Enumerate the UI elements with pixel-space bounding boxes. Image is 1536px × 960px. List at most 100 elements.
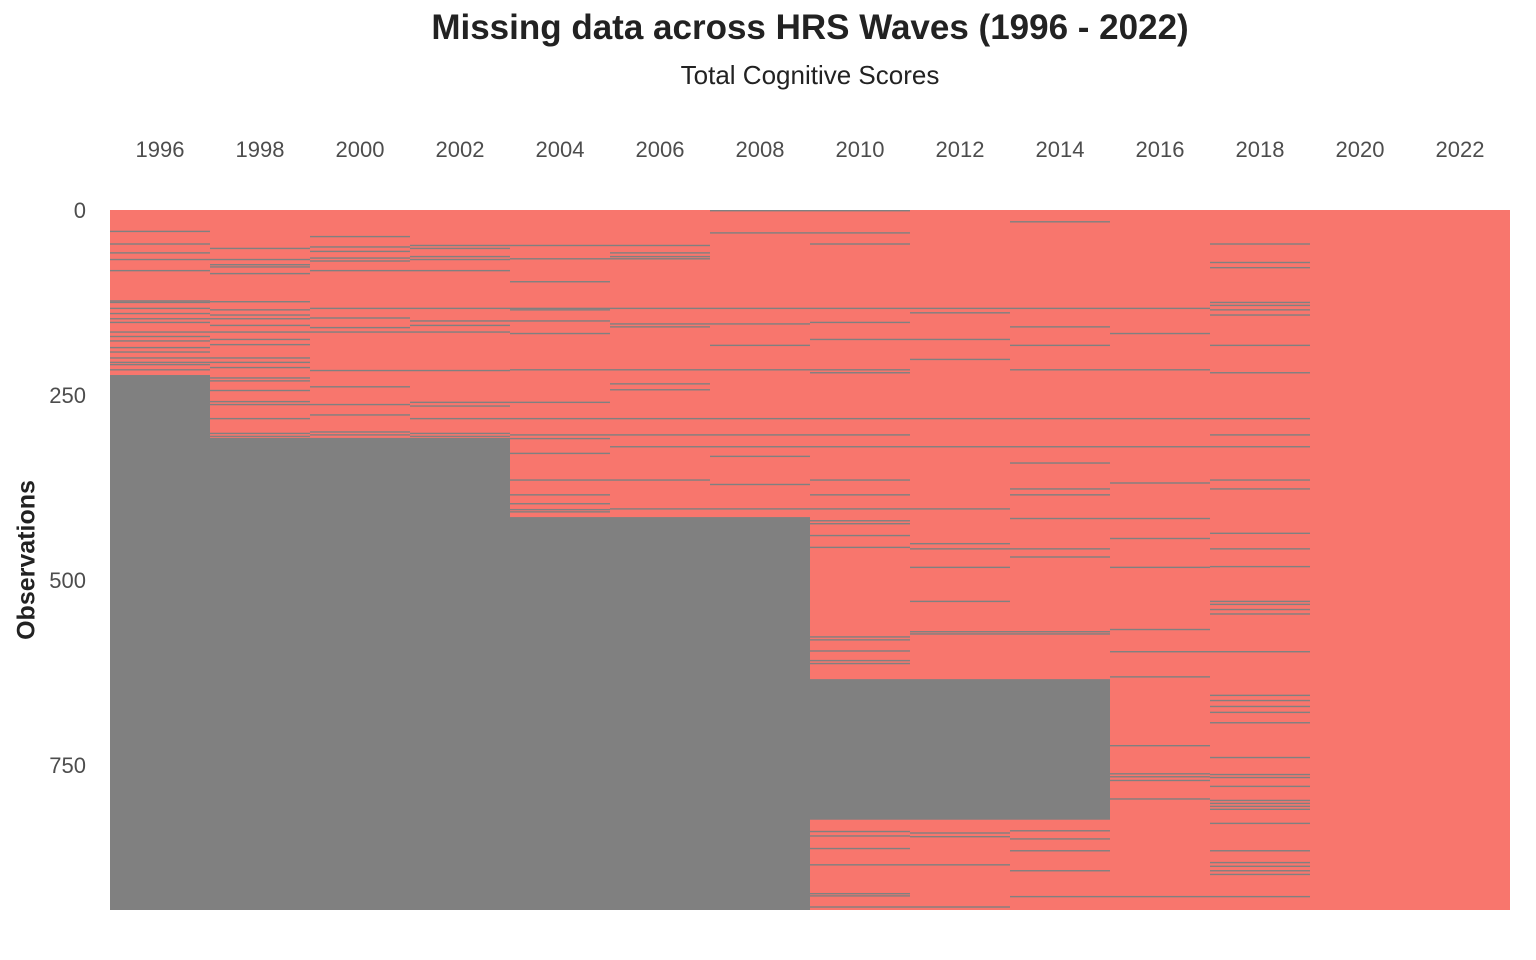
missing-row-2006 (610, 389, 710, 391)
missing-row-2010 (810, 534, 910, 537)
column-2020-present (1310, 210, 1410, 910)
missing-row-2002 (410, 258, 510, 261)
missing-row-2004 (510, 511, 610, 513)
missing-row-2010 (810, 659, 910, 662)
missing-row-2018 (1210, 344, 1310, 347)
missing-row-2002 (410, 307, 510, 310)
missing-row-2018 (1210, 488, 1310, 490)
missing-row-2010 (810, 662, 910, 665)
missing-row-2010 (810, 232, 910, 234)
missing-row-2006 (610, 383, 710, 385)
missing-row-1998 (210, 272, 310, 275)
missing-row-2018 (1210, 873, 1310, 876)
missing-row-2018 (1210, 776, 1310, 779)
missing-row-2018 (1210, 895, 1310, 898)
missing-row-1998 (210, 247, 310, 250)
missing-row-2018 (1210, 548, 1310, 550)
x-tick-label: 2016 (1136, 137, 1185, 162)
missing-row-2010 (810, 650, 910, 652)
missing-block-1998 (210, 437, 310, 910)
missing-row-2018 (1210, 861, 1310, 864)
missing-row-2018 (1210, 651, 1310, 653)
missing-row-1998 (210, 331, 310, 333)
missing-row-2012 (910, 508, 1010, 510)
missing-row-2000 (310, 235, 410, 238)
missing-row-2018 (1210, 446, 1310, 448)
missing-row-2018 (1210, 711, 1310, 714)
missing-row-2016 (1110, 798, 1210, 800)
missing-row-2018 (1210, 773, 1310, 776)
missing-row-2014 (1010, 417, 1110, 420)
missing-row-1998 (210, 366, 310, 369)
x-tick-label: 2012 (936, 137, 985, 162)
missing-row-1998 (210, 264, 310, 266)
missing-row-2016 (1110, 676, 1210, 678)
missing-row-2010 (810, 892, 910, 895)
missing-row-2018 (1210, 870, 1310, 872)
missing-row-1996 (110, 340, 210, 342)
missing-row-2006 (610, 369, 710, 371)
missing-row-2018 (1210, 694, 1310, 697)
missing-row-1998 (210, 314, 310, 316)
x-tick-label: 2020 (1336, 137, 1385, 162)
x-tick-label: 2002 (436, 137, 485, 162)
missing-row-2000 (310, 386, 410, 388)
missing-row-2010 (810, 494, 910, 496)
missing-row-2008 (710, 210, 810, 212)
missing-row-2004 (510, 508, 610, 511)
missing-row-1998 (210, 258, 310, 261)
missing-row-2014 (1010, 488, 1110, 490)
missing-block-2000 (310, 437, 410, 910)
missing-row-2018 (1210, 434, 1310, 436)
missing-row-1998 (210, 435, 310, 438)
missing-row-2018 (1210, 722, 1310, 724)
missing-row-2012 (910, 832, 1010, 834)
missing-row-2018 (1210, 805, 1310, 808)
missing-row-2002 (410, 255, 510, 258)
missing-row-2014 (1010, 326, 1110, 328)
missing-row-2010 (810, 321, 910, 324)
x-tick-label: 2010 (836, 137, 885, 162)
missing-block-2004 (510, 517, 610, 910)
missing-row-2010 (810, 307, 910, 310)
missing-row-2006 (610, 252, 710, 254)
missing-row-2018 (1210, 785, 1310, 788)
missing-row-2008 (710, 323, 810, 325)
missing-row-2006 (610, 258, 710, 260)
missing-row-2012 (910, 338, 1010, 341)
missing-row-2004 (510, 417, 610, 420)
missing-row-2018 (1210, 600, 1310, 603)
column-2018-present (1210, 210, 1310, 910)
missing-row-2012 (910, 307, 1010, 310)
missing-row-1998 (210, 309, 310, 311)
missing-row-2004 (510, 494, 610, 496)
missing-row-2014 (1010, 556, 1110, 558)
missing-row-2018 (1210, 309, 1310, 311)
missing-row-2010 (810, 835, 910, 837)
missing-row-2008 (710, 417, 810, 420)
missing-row-2018 (1210, 261, 1310, 264)
missing-row-2018 (1210, 417, 1310, 420)
missing-row-2010 (810, 372, 910, 374)
missing-row-2002 (410, 435, 510, 438)
missing-row-2008 (710, 483, 810, 486)
missing-row-1998 (210, 301, 310, 303)
missing-row-2010 (810, 906, 910, 908)
missing-row-2000 (310, 250, 410, 253)
missing-row-2018 (1210, 865, 1310, 868)
missing-row-2018 (1210, 850, 1310, 852)
missing-row-2016 (1110, 895, 1210, 898)
missing-row-2006 (610, 323, 710, 325)
missing-row-1998 (210, 377, 310, 379)
missing-row-2018 (1210, 266, 1310, 269)
missing-row-1998 (210, 389, 310, 392)
missing-row-2016 (1110, 744, 1210, 747)
missing-row-2004 (510, 479, 610, 481)
y-tick-label: 0 (74, 198, 86, 223)
missing-row-1998 (210, 432, 310, 435)
missing-row-1998 (210, 380, 310, 382)
missing-row-1996 (110, 312, 210, 315)
missing-row-2008 (710, 344, 810, 347)
missing-row-2004 (510, 320, 610, 322)
